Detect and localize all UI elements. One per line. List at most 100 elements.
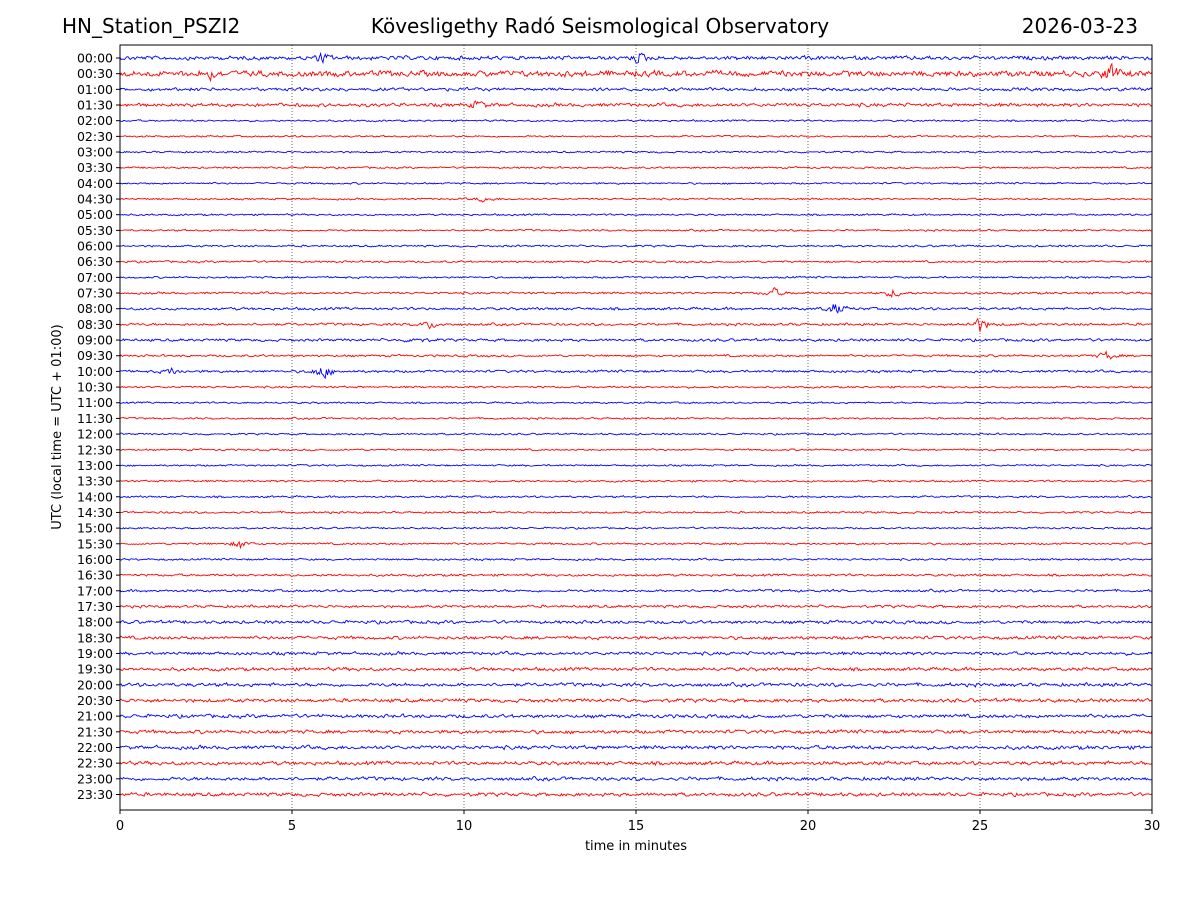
y-tick-label: 14:30	[77, 505, 113, 520]
trace-row	[119, 416, 1153, 421]
trace-row	[119, 337, 1153, 343]
trace-row	[119, 635, 1153, 641]
trace-row	[119, 681, 1153, 688]
y-tick-label: 18:30	[77, 630, 113, 645]
trace-row	[119, 604, 1153, 609]
trace-row	[119, 666, 1153, 672]
y-tick-label: 22:30	[77, 756, 113, 771]
trace-row	[119, 526, 1153, 530]
y-tick-label: 01:00	[77, 82, 113, 97]
x-axis-label: time in minutes	[585, 839, 687, 854]
y-tick-label: 09:00	[77, 333, 113, 348]
trace-row	[119, 51, 1153, 65]
trace-row	[119, 197, 1153, 203]
y-tick-label: 10:00	[77, 364, 113, 379]
trace-row	[119, 619, 1153, 625]
x-tick-label: 0	[116, 819, 124, 834]
x-tick-label: 25	[972, 819, 989, 834]
y-tick-label: 21:00	[77, 709, 113, 724]
y-tick-label: 18:00	[77, 615, 113, 630]
trace-row	[119, 573, 1153, 578]
trace-row	[119, 317, 1153, 332]
trace-row	[119, 86, 1153, 92]
y-tick-label: 22:00	[77, 740, 113, 755]
trace-row	[119, 713, 1153, 719]
trace-row	[119, 385, 1153, 389]
y-tick-label: 14:00	[77, 489, 113, 504]
trace-row	[119, 540, 1153, 550]
y-tick-label: 08:00	[77, 301, 113, 316]
trace-row	[119, 791, 1153, 798]
trace-row	[119, 228, 1153, 233]
y-tick-label: 11:30	[77, 411, 113, 426]
y-tick-label: 20:30	[77, 693, 113, 708]
trace-row	[119, 494, 1153, 499]
trace-row	[119, 287, 1153, 298]
x-tick-label: 30	[1144, 819, 1161, 834]
trace-row	[119, 760, 1153, 767]
y-tick-label: 19:30	[77, 662, 113, 677]
y-tick-label: 00:30	[77, 66, 113, 81]
y-tick-label: 07:30	[77, 286, 113, 301]
trace-row	[119, 728, 1153, 735]
trace-lines	[119, 51, 1153, 798]
y-axis-label: UTC (local time = UTC + 01:00)	[50, 324, 65, 529]
trace-row	[119, 304, 1153, 314]
y-tick-label: 04:00	[77, 176, 113, 191]
y-tick-labels: 00:0000:3001:0001:3002:0002:3003:0003:30…	[77, 51, 120, 802]
y-tick-label: 17:30	[77, 599, 113, 614]
trace-row	[119, 150, 1153, 154]
y-tick-label: 17:00	[77, 583, 113, 598]
trace-row	[119, 401, 1153, 405]
y-tick-label: 04:30	[77, 192, 113, 207]
grid-lines	[291, 45, 981, 810]
y-tick-label: 15:30	[77, 536, 113, 551]
trace-row	[120, 367, 1153, 380]
trace-row	[119, 166, 1153, 170]
trace-row	[119, 244, 1153, 248]
x-tick-label: 5	[288, 819, 296, 834]
y-tick-label: 10:30	[77, 380, 113, 395]
trace-row	[119, 100, 1153, 109]
trace-row	[119, 432, 1153, 436]
y-tick-label: 08:30	[77, 317, 113, 332]
trace-row	[119, 134, 1153, 139]
trace-row	[119, 650, 1153, 657]
record-date: 2026-03-23	[1021, 14, 1138, 38]
y-tick-label: 01:30	[77, 98, 113, 113]
y-tick-label: 13:30	[77, 474, 113, 489]
trace-row	[119, 259, 1153, 264]
trace-row	[119, 775, 1153, 782]
trace-row	[119, 744, 1153, 751]
y-tick-label: 16:30	[77, 568, 113, 583]
y-tick-label: 15:00	[77, 521, 113, 536]
y-tick-label: 05:30	[77, 223, 113, 238]
x-tick-label: 20	[800, 819, 817, 834]
y-tick-label: 11:00	[77, 395, 113, 410]
trace-row	[119, 588, 1153, 593]
y-tick-label: 02:00	[77, 113, 113, 128]
trace-row	[119, 213, 1153, 217]
y-tick-label: 23:30	[77, 787, 113, 802]
y-tick-label: 12:30	[77, 442, 113, 457]
trace-row	[119, 350, 1153, 360]
trace-row	[119, 181, 1153, 186]
trace-row	[119, 557, 1153, 562]
y-tick-label: 00:00	[77, 51, 113, 66]
x-tick-label: 15	[628, 819, 645, 834]
x-tick-label: 10	[456, 819, 473, 834]
y-tick-label: 09:30	[77, 348, 113, 363]
trace-row	[119, 448, 1153, 452]
trace-row	[119, 119, 1153, 123]
observatory-title: Kövesligethy Radó Seismological Observat…	[370, 14, 830, 38]
y-tick-label: 21:30	[77, 724, 113, 739]
trace-row	[119, 510, 1153, 515]
y-tick-label: 03:00	[77, 145, 113, 160]
y-tick-label: 23:00	[77, 771, 113, 786]
y-tick-label: 20:00	[77, 677, 113, 692]
trace-row	[119, 275, 1153, 280]
trace-row	[119, 697, 1153, 704]
trace-row	[119, 62, 1153, 83]
y-tick-label: 16:00	[77, 552, 113, 567]
